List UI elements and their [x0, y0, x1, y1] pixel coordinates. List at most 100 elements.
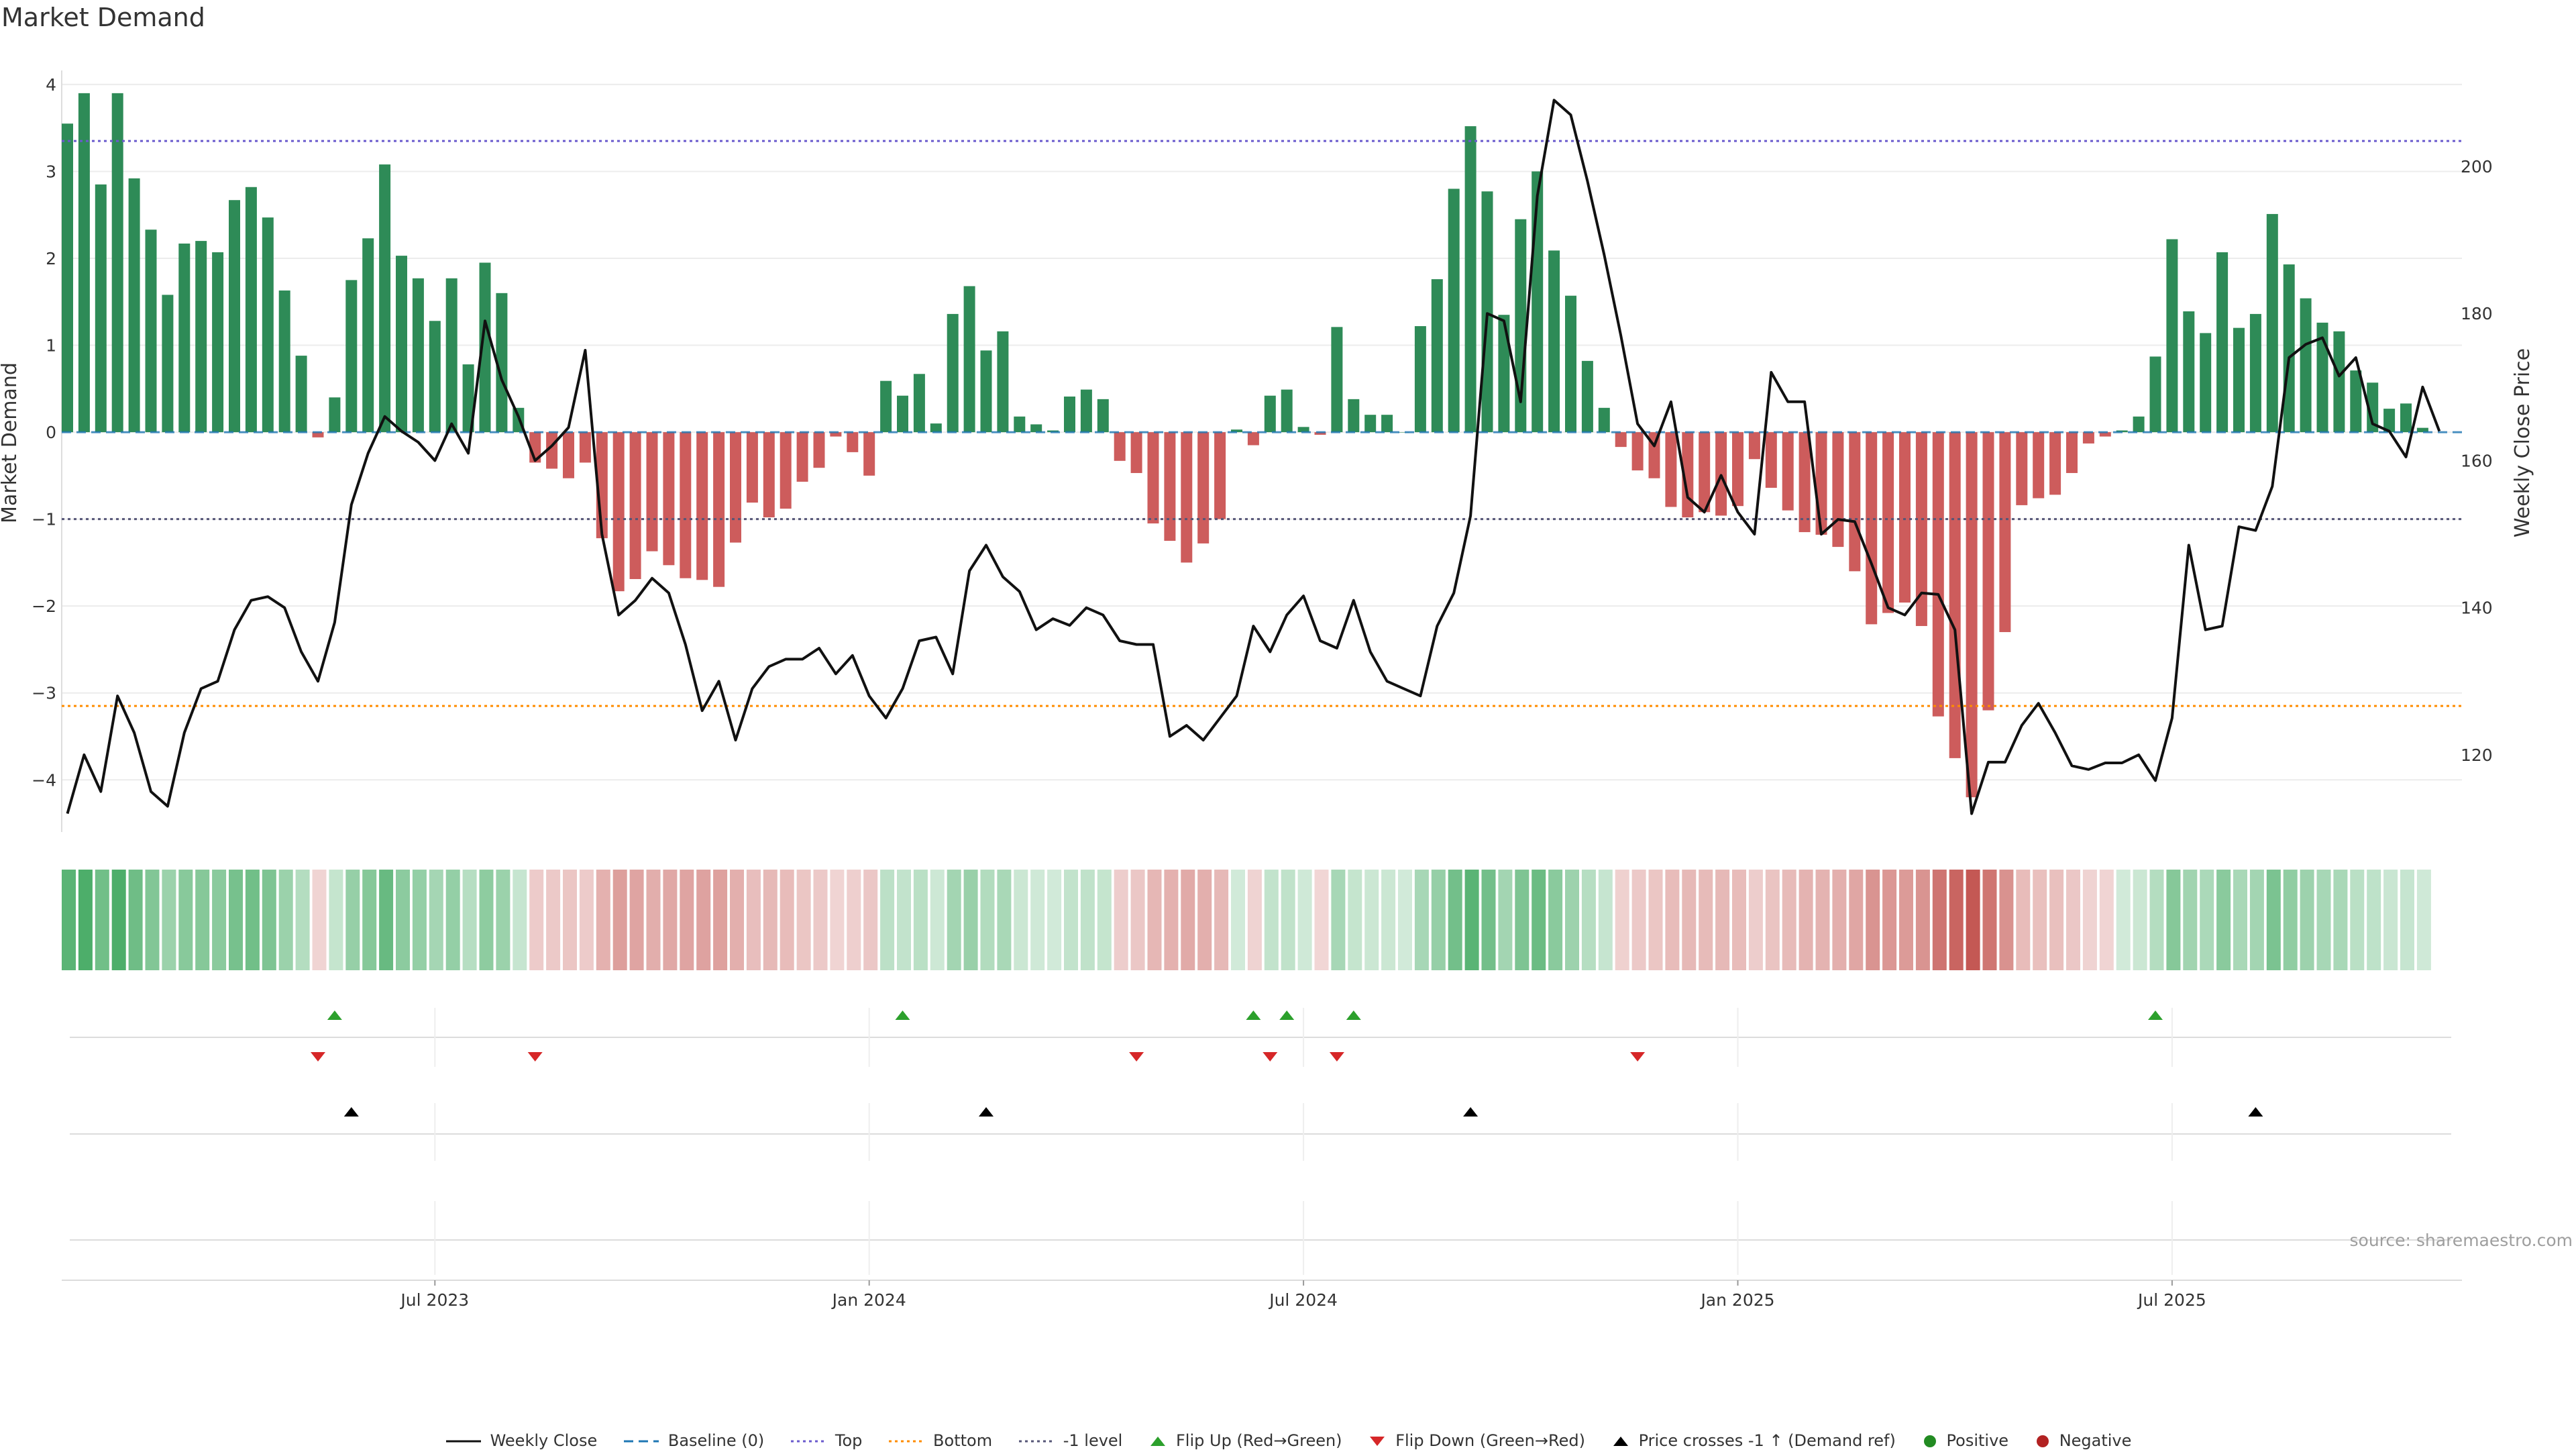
demand-bar [178, 243, 191, 433]
trend-strip-cell [1414, 870, 1429, 970]
trend-strip-cell [1699, 870, 1713, 970]
demand-bar [2099, 432, 2111, 437]
price-cross-marker [1463, 1107, 1479, 1117]
demand-bar [963, 286, 975, 433]
demand-bar [2416, 427, 2428, 433]
demand-bar [796, 432, 808, 482]
trend-strip-cell [1448, 870, 1462, 970]
demand-bar [1565, 295, 1576, 433]
demand-bar [345, 280, 358, 433]
demand-bar [2033, 432, 2045, 499]
legend-bottom-label: Bottom [933, 1431, 993, 1450]
demand-bar [1114, 432, 1126, 461]
y-tick-label: −1 [32, 510, 56, 529]
trend-strip-cell [1231, 870, 1245, 970]
trend-strip-cell [1748, 870, 1763, 970]
demand-bar [1999, 432, 2011, 633]
trend-strip-cell [145, 870, 160, 970]
demand-bar [1448, 189, 1460, 433]
trend-strip-cell [1464, 870, 1479, 970]
legend-weekly-close: Weekly Close [445, 1431, 598, 1450]
demand-bar [162, 295, 174, 433]
price-cross-marker [2248, 1107, 2263, 1117]
demand-bar [1297, 427, 1309, 433]
source-note: source: sharemaestro.com [2349, 1231, 2573, 1250]
trend-strip-cell [1815, 870, 1830, 970]
y-tick-label: 0 [46, 423, 56, 442]
demand-bar [1030, 424, 1042, 433]
trend-strip-cell [2367, 870, 2381, 970]
trend-strip-cell [696, 870, 711, 970]
demand-bar [1331, 327, 1343, 433]
demand-bar [646, 432, 658, 552]
demand-bar [2300, 298, 2312, 433]
demand-bar [629, 432, 641, 580]
trend-strip-cell [195, 870, 210, 970]
trend-strip-cell [1581, 870, 1596, 970]
trend-strip-cell [2066, 870, 2080, 970]
demand-bar [1665, 432, 1677, 507]
trend-strip-cell [1866, 870, 1880, 970]
trend-strip-cell [1932, 870, 1947, 970]
trend-strip-cell [1598, 870, 1613, 970]
demand-bar [847, 432, 859, 452]
trend-strip-cell [111, 870, 126, 970]
trend-strip-cell [529, 870, 544, 970]
trend-strip-cell [1949, 870, 1964, 970]
trend-strip-cell [2266, 870, 2281, 970]
trend-strip-cell [1982, 870, 1997, 970]
trend-strip-cell [2233, 870, 2247, 970]
trend-strip-cell [2300, 870, 2314, 970]
demand-bar [880, 380, 892, 433]
trend-strip-cell [1665, 870, 1680, 970]
legend-negative: Negative [2034, 1431, 2131, 1450]
demand-bar [479, 262, 491, 433]
trend-strip-cell [95, 870, 109, 970]
demand-bar [2249, 313, 2261, 433]
demand-bar [612, 432, 625, 592]
trend-strip-cell [1832, 870, 1847, 970]
trend-strip-cell [2116, 870, 2131, 970]
demand-bar [680, 432, 692, 578]
trend-strip-cell [1047, 870, 1062, 970]
trend-strip-cell [930, 870, 945, 970]
demand-bar [763, 432, 775, 518]
trend-strip-cell [178, 870, 193, 970]
demand-bar [913, 374, 925, 433]
trend-strip-cell [2166, 870, 2181, 970]
legend-weekly-close-label: Weekly Close [490, 1431, 598, 1450]
demand-bar [2082, 432, 2094, 444]
demand-bar [1197, 432, 1210, 543]
demand-bar [1782, 432, 1794, 511]
trend-strip-cell [746, 870, 761, 970]
legend-positive: Positive [1921, 1431, 2008, 1450]
chart-title: Market Demand [1, 3, 205, 32]
trend-strip-cell [1364, 870, 1379, 970]
x-tick-label: Jan 2025 [1699, 1290, 1774, 1310]
demand-bar [563, 432, 574, 478]
flip-down-marker [1630, 1052, 1646, 1061]
demand-bar [1715, 432, 1727, 516]
trend-strip-cell [1966, 870, 1980, 970]
trend-strip-cell [1999, 870, 2014, 970]
demand-bar [947, 313, 959, 433]
demand-bar [379, 164, 391, 433]
trend-strip-cell [1130, 870, 1145, 970]
legend-minus1: -1 level [1018, 1431, 1122, 1450]
trend-strip-cell [612, 870, 627, 970]
demand-bar [462, 364, 474, 433]
x-tick-label: Jul 2025 [2137, 1290, 2206, 1310]
x-tick-label: Jul 2024 [1268, 1290, 1338, 1310]
demand-bar [897, 395, 908, 433]
trend-strip-cell [2099, 870, 2114, 970]
trend-strip-cell [1532, 870, 1546, 970]
y-tick-label: −4 [32, 770, 56, 790]
demand-bar [1064, 396, 1075, 433]
trend-strip-cell [2082, 870, 2097, 970]
trend-strip-cell [513, 870, 527, 970]
price-cross-marker [979, 1107, 994, 1117]
trend-strip-cell [1799, 870, 1813, 970]
demand-bar [2066, 432, 2078, 473]
trend-strip-cell [362, 870, 377, 970]
y-tick-label: 2 [46, 249, 56, 268]
